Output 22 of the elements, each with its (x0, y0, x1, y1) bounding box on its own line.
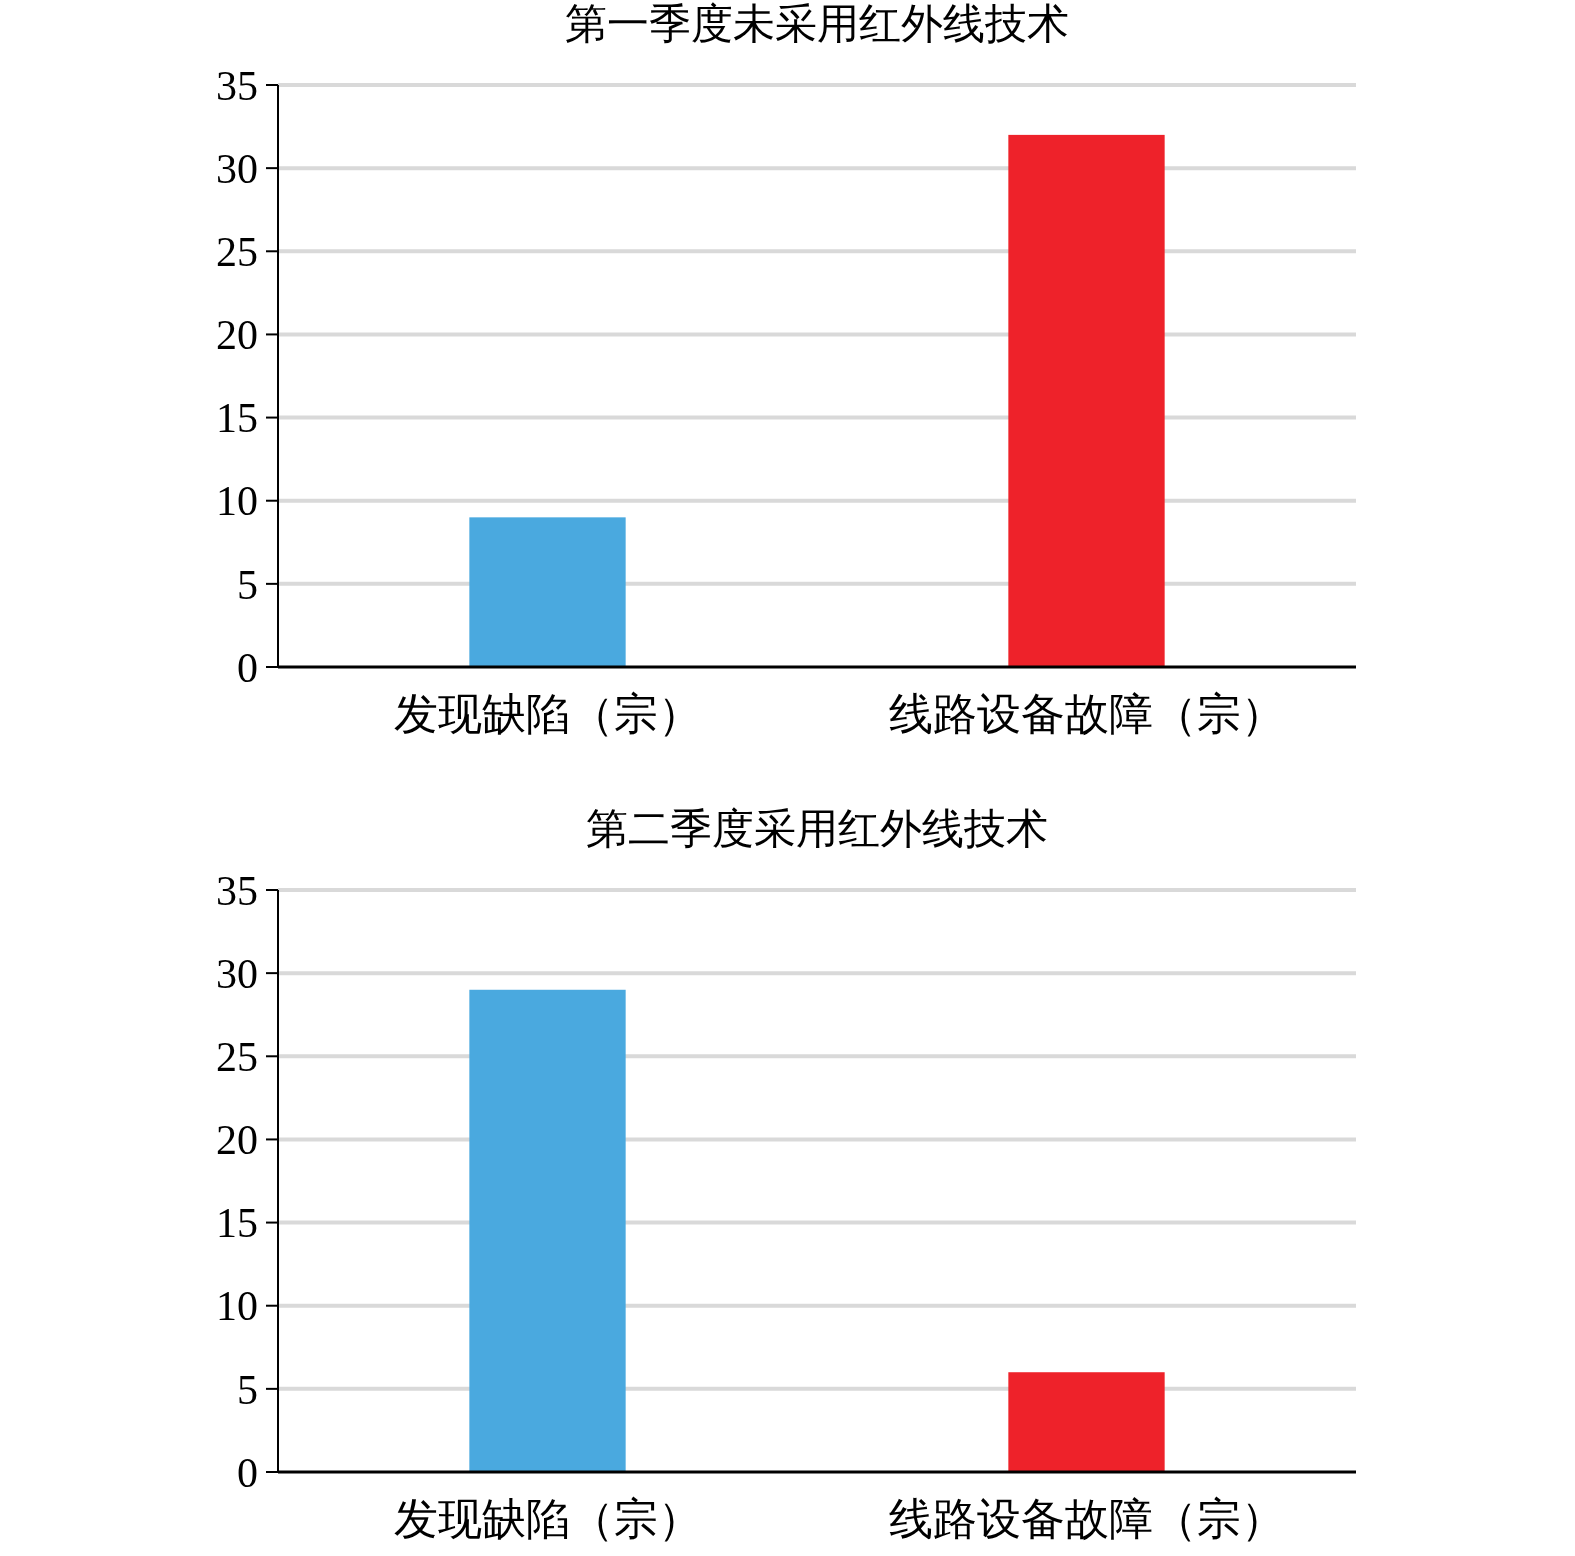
y-tick-label: 25 (216, 228, 258, 275)
y-tick-label: 30 (216, 950, 258, 997)
y-tick-label: 0 (237, 1449, 258, 1496)
x-tick-label: 发现缺陷（宗） (393, 690, 702, 739)
y-tick-label: 0 (237, 644, 258, 691)
y-tick-label: 10 (216, 1283, 258, 1330)
y-tick-label: 35 (216, 62, 258, 109)
y-tick-label: 20 (216, 312, 258, 359)
y-tick-label: 5 (237, 561, 258, 608)
y-tick-label: 10 (216, 478, 258, 525)
y-tick-label: 35 (216, 867, 258, 914)
x-tick-label: 线路设备故障（宗） (888, 690, 1285, 739)
y-tick-label: 30 (216, 145, 258, 192)
y-tick-label: 5 (237, 1366, 258, 1413)
chart-title: 第二季度采用红外线技术 (586, 806, 1048, 852)
chart-title: 第一季度未采用红外线技术 (565, 1, 1069, 47)
x-tick-label: 线路设备故障（宗） (888, 1495, 1285, 1544)
y-tick-label: 15 (216, 1200, 258, 1247)
y-tick-label: 25 (216, 1033, 258, 1080)
y-tick-label: 20 (216, 1117, 258, 1164)
y-tick-label: 15 (216, 395, 258, 442)
x-tick-label: 发现缺陷（宗） (393, 1495, 702, 1544)
